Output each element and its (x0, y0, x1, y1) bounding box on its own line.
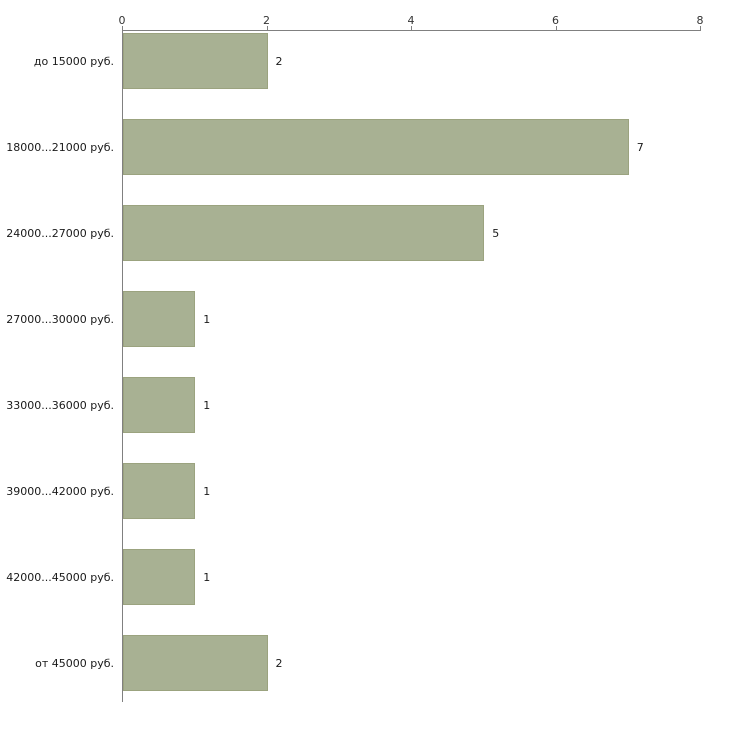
bar-row: от 45000 руб. 2 (0, 632, 730, 718)
category-label: 33000...36000 руб. (6, 398, 114, 412)
x-tick-mark (122, 26, 123, 30)
value-label: 1 (203, 570, 211, 584)
bar-row: до 15000 руб. 2 (0, 30, 730, 116)
bar (123, 377, 196, 433)
value-label: 1 (203, 398, 211, 412)
plot-area: до 15000 руб. 2 18000...21000 руб. 7 24000..… (0, 30, 730, 718)
category-label: до 15000 руб. (33, 54, 114, 68)
x-tick-label: 8 (696, 14, 704, 27)
bar-row: 42000...45000 руб. 1 (0, 546, 730, 632)
value-label: 7 (636, 140, 644, 154)
x-tick-label: 4 (407, 14, 415, 27)
value-label: 1 (203, 484, 211, 498)
bar (123, 635, 268, 691)
x-tick-label: 6 (552, 14, 559, 27)
bar (123, 291, 196, 347)
x-tick-label: 0 (118, 14, 126, 27)
bar (123, 205, 485, 261)
bar (123, 549, 196, 605)
value-label: 5 (492, 226, 500, 240)
category-label: 24000...27000 руб. (6, 226, 114, 240)
x-tick-mark (555, 26, 557, 30)
bar (123, 463, 196, 519)
x-tick-mark (266, 26, 268, 30)
category-label: 42000...45000 руб. (6, 570, 114, 584)
x-tick-mark (411, 26, 412, 30)
category-label: 27000...30000 руб. (6, 312, 114, 326)
category-label: 39000...42000 руб. (6, 484, 114, 498)
bar (123, 119, 629, 175)
bar-row: 39000...42000 руб. 1 (0, 460, 730, 546)
bar-row: 24000...27000 руб. 5 (0, 202, 730, 288)
x-tick-mark (700, 26, 701, 30)
value-label: 2 (275, 656, 283, 670)
x-axis-line (122, 30, 701, 31)
y-axis-line (122, 30, 123, 702)
bar (123, 33, 268, 89)
category-label: от 45000 руб. (35, 656, 114, 670)
bar-row: 33000...36000 руб. 1 (0, 374, 730, 460)
bar-row: 27000...30000 руб. 1 (0, 288, 730, 374)
category-label: 18000...21000 руб. (6, 140, 114, 154)
bar-row: 18000...21000 руб. 7 (0, 116, 730, 202)
value-label: 1 (203, 312, 211, 326)
x-tick-label: 2 (263, 14, 270, 27)
value-label: 2 (275, 54, 283, 68)
